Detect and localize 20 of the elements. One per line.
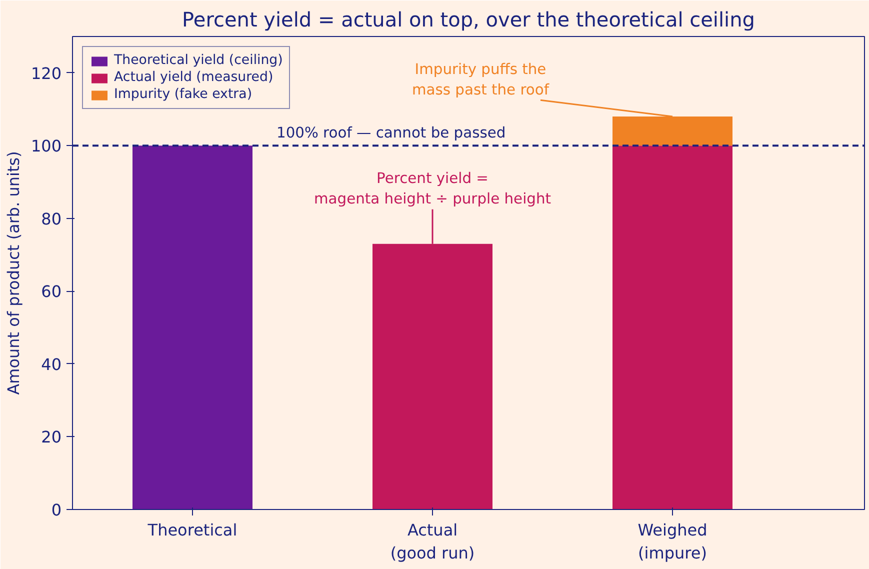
y-tick-label: 60 bbox=[41, 282, 62, 302]
x-tick-label: Actual (good run) bbox=[390, 520, 475, 562]
annotation: Percent yield = magenta height ÷ purple height bbox=[314, 170, 552, 208]
y-tick-label: 20 bbox=[41, 428, 62, 447]
y-tick-label: 0 bbox=[51, 500, 62, 520]
bar bbox=[132, 146, 252, 510]
y-tick-label: 80 bbox=[41, 209, 62, 228]
y-tick-label: 120 bbox=[30, 64, 62, 83]
bar bbox=[612, 146, 732, 510]
legend-label: Impurity (fake extra) bbox=[114, 87, 252, 102]
y-tick-label: 40 bbox=[41, 354, 62, 374]
ref-line-label: 100% roof — cannot be passed bbox=[276, 124, 506, 142]
annotation: Impurity puffs the mass past the roof bbox=[412, 60, 550, 98]
x-tick-label: Theoretical bbox=[146, 520, 238, 540]
y-tick-label: 100 bbox=[30, 136, 62, 156]
y-axis-title: Amount of product (arb. units) bbox=[4, 151, 23, 395]
legend-label: Theoretical yield (ceiling) bbox=[114, 53, 283, 68]
x-tick-label: Weighed (impure) bbox=[638, 520, 708, 562]
legend-label: Actual yield (measured) bbox=[114, 70, 274, 85]
chart-title: Percent yield = actual on top, over the theoretical ceiling bbox=[182, 8, 755, 32]
